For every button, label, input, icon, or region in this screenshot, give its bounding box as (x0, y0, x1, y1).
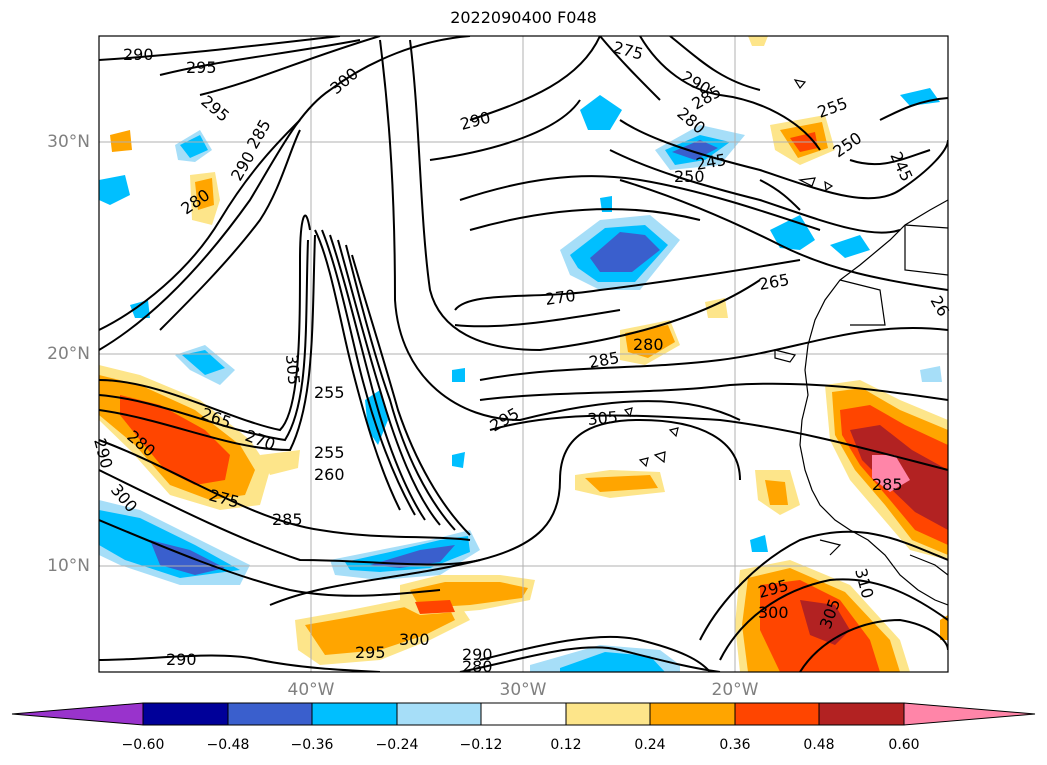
contour-label: 290 (166, 650, 197, 669)
colorbar-segment (311, 702, 398, 726)
colorbar-segment (142, 702, 229, 726)
colorbar-tick: 0.24 (634, 737, 666, 753)
colorbar-segment (565, 702, 651, 726)
contour-label: 290 (123, 45, 154, 64)
contour-label: 305 (282, 354, 304, 386)
colorbar-tick: −0.60 (121, 737, 165, 753)
colorbar (11, 702, 1036, 726)
contour-label: 250 (674, 167, 705, 186)
graticule (99, 36, 948, 672)
colorbar-tick: −0.48 (206, 737, 250, 753)
colorbar-tick: 0.36 (719, 737, 751, 753)
lat-label-10n: 10°N (47, 556, 90, 576)
height-contours (99, 36, 948, 672)
lat-label-30n: 30°N (47, 132, 90, 152)
colorbar-upper-extension (903, 702, 1036, 726)
colorbar-tick: 0.48 (803, 737, 835, 753)
contour-label: 300 (758, 603, 789, 622)
colorbar-segment (649, 702, 736, 726)
contour-label: 290 (462, 645, 493, 664)
contour-label: 285 (872, 475, 903, 494)
contour-label: 255 (314, 443, 345, 462)
contour-label: 285 (272, 510, 303, 529)
contour-label: 270 (544, 286, 577, 309)
map-title: 2022090400 F048 (450, 8, 597, 27)
contour-label: 260 (314, 465, 345, 484)
lon-label-30w: 30°W (499, 680, 547, 700)
contour-label: 300 (399, 630, 430, 649)
colorbar-segment (396, 702, 482, 726)
colorbar-tick: −0.24 (375, 737, 419, 753)
colorbar-segment (227, 702, 313, 726)
colorbar-segment (818, 702, 905, 726)
contour-label: 305 (587, 407, 619, 429)
lon-label-20w: 20°W (711, 680, 759, 700)
coastline (623, 79, 948, 606)
colorbar-tick: 0.60 (888, 737, 920, 753)
contour-label: 280 (462, 657, 493, 676)
colorbar-tick: −0.36 (290, 737, 334, 753)
contour-label: 255 (314, 383, 345, 402)
colorbar-lower-extension (11, 702, 144, 726)
colorbar-tick: 0.12 (550, 737, 582, 753)
contour-label: 280 (633, 335, 664, 354)
map-frame (98, 35, 949, 673)
lon-label-40w: 40°W (287, 680, 335, 700)
contour-label: 295 (186, 58, 217, 77)
colorbar-tick: −0.12 (459, 737, 503, 753)
lat-label-20n: 20°N (47, 344, 90, 364)
colorbar-segment (734, 702, 820, 726)
colorbar-segment (480, 702, 567, 726)
contour-label: 295 (355, 643, 386, 662)
